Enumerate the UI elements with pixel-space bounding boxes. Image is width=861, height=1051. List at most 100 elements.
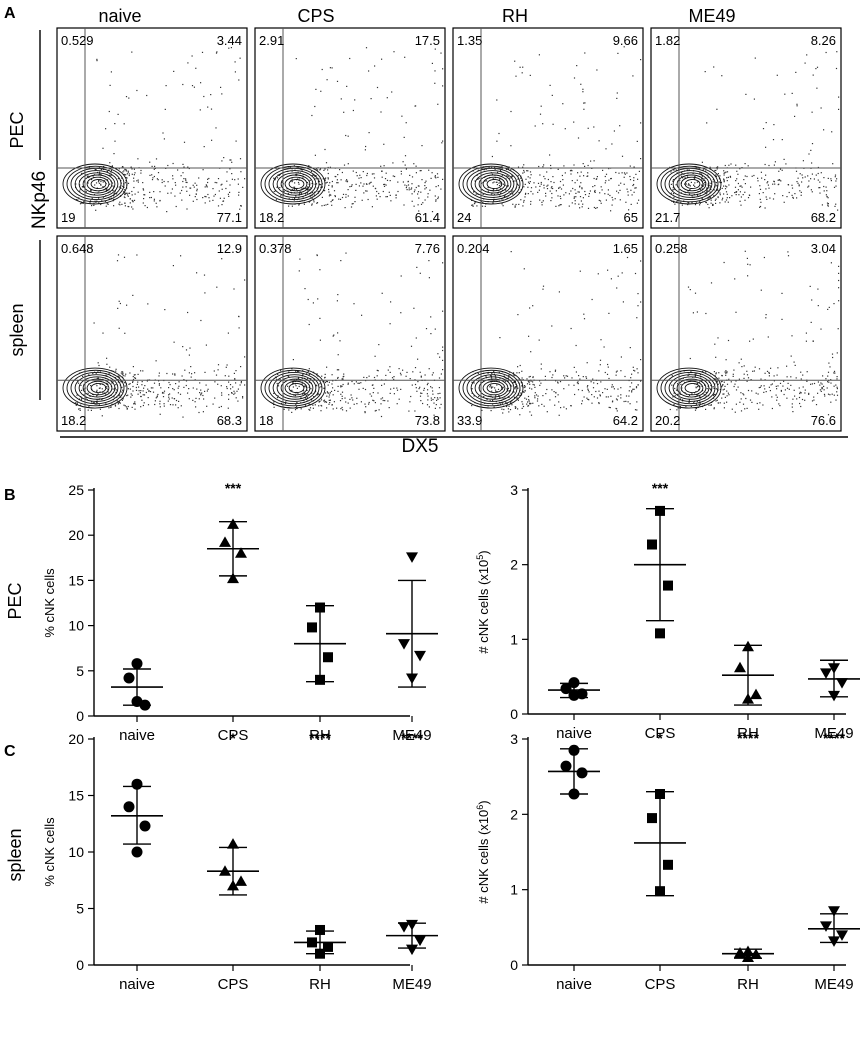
chart-c1-point-naive-3 — [139, 820, 151, 832]
chart-b2-point-ME49-2 — [820, 668, 832, 679]
chart-b1-series-RH — [294, 602, 346, 685]
flow-quadrant-lr-pec-me49: 68.2 — [811, 210, 836, 225]
chart-c1-series-ME49: **** — [386, 730, 438, 956]
flow-quadrant-ll-pec-naive: 19 — [61, 210, 75, 225]
chart-c1-point-ME49-2 — [398, 922, 410, 933]
chart-b1-point-ME49-2 — [398, 639, 410, 650]
flow-quadrant-ur-pec-me49: 8.26 — [811, 33, 836, 48]
chart-c2-significance-CPS: * — [657, 730, 663, 746]
chart-b1-point-RH-1 — [315, 602, 325, 613]
chart-b1-point-naive-1 — [131, 658, 143, 670]
flow-plot-spleen-naive: 0.648 12.9 18.2 68.3 — [56, 235, 248, 432]
chart-c1-point-CPS-3 — [235, 875, 247, 886]
chart-b1-point-ME49-1 — [406, 552, 418, 563]
chart-c2-ylabel-exponent: 6 — [475, 805, 485, 810]
flow-quadrant-ll-pec-rh: 24 — [457, 210, 471, 225]
chart-b2-point-naive-4 — [568, 689, 580, 701]
flow-col-title-cps: CPS — [297, 6, 334, 26]
chart-c1-point-ME49-3 — [414, 935, 426, 947]
chart-c1-point-RH-2 — [307, 937, 317, 948]
chart-b1-series-CPS: *** — [207, 480, 259, 584]
flow-plots: 0.529 3.44 19 77.1 2.91 17.5 18.2 61.4 1.35 9.66 2… — [56, 27, 842, 432]
chart-b1-category-label-naive: naive — [119, 727, 155, 744]
chart-b1-row-label: PEC — [5, 582, 25, 619]
flow-x-marker: DX5 — [402, 436, 439, 457]
chart-b1-point-CPS-3 — [235, 547, 247, 558]
chart-c2-point-RH-2 — [734, 946, 746, 958]
chart-b2-point-RH-3 — [750, 688, 762, 700]
flow-quadrant-ur-spleen-cps: 7.76 — [415, 241, 440, 256]
flow-events-spleen-me49 — [669, 250, 840, 416]
chart-c1-category-label-ME49: ME49 — [392, 976, 431, 993]
flow-plot-spleen-rh: 0.204 1.65 33.9 64.2 — [452, 235, 644, 432]
chart-b2-point-ME49-1 — [828, 663, 840, 674]
chart-b2-point-CPS-3 — [663, 580, 673, 591]
chart-c2-point-ME49-3 — [836, 930, 848, 941]
chart-c2-ylabel-end: ) — [476, 800, 491, 804]
chart-c1-significance-CPS: * — [230, 730, 236, 746]
chart-c1-row-label: spleen — [5, 828, 25, 881]
chart-b1-ytick-label-5: 5 — [76, 663, 84, 679]
chart-b1-point-RH-4 — [315, 674, 325, 685]
chart-c1-point-ME49-4 — [406, 944, 418, 956]
chart-b2-ylabel-text: # cNK cells (x10 — [476, 560, 491, 654]
chart-b2-point-RH-2 — [734, 661, 746, 673]
chart-b1-category-label-ME49: ME49 — [392, 727, 431, 744]
flow-quadrant-ll-spleen-naive: 18.2 — [61, 413, 86, 428]
chart-b2-ylabel-exponent: 5 — [475, 555, 485, 560]
chart-b1-point-naive-2 — [123, 672, 135, 684]
chart-b2-point-CPS-1 — [655, 505, 665, 516]
chart-b1-point-naive-4 — [131, 696, 143, 708]
chart-b1-point-RH-2 — [307, 622, 317, 633]
chart-c2-point-ME49-4 — [828, 936, 840, 947]
chart-c1-point-naive-4 — [131, 846, 143, 858]
flow-plot-spleen-cps: 0.378 7.76 18 73.8 — [254, 235, 446, 432]
flow-quadrant-ur-spleen-me49: 3.04 — [811, 241, 836, 256]
flow-row-label-spleen: spleen — [7, 303, 27, 356]
chart-b2-point-CPS-2 — [647, 539, 657, 550]
chart-b2-ytick-label-1: 1 — [510, 631, 518, 647]
flow-quadrant-ul-spleen-me49: 0.258 — [655, 241, 688, 256]
chart-c2-category-label-RH: RH — [737, 976, 759, 993]
chart-b2-category-label-ME49: ME49 — [814, 725, 853, 742]
chart-c2-category-label-CPS: CPS — [645, 976, 676, 993]
chart-b1-ytick-label-25: 25 — [68, 482, 84, 498]
chart-b2-ylabel-end: ) — [476, 550, 491, 554]
flow-frame-pec-rh — [452, 27, 644, 229]
chart-b1-ylabel: % cNK cells — [42, 568, 57, 638]
panel-letter-a: A — [4, 5, 16, 22]
chart-c1-significance-RH: **** — [309, 730, 331, 746]
chart-c1-point-RH-4 — [315, 948, 325, 959]
flow-frame-spleen-naive — [56, 235, 248, 432]
chart-c2-significance-ME49: **** — [823, 730, 845, 746]
chart-c1-point-RH-1 — [315, 924, 325, 935]
chart-c1-category-label-CPS: CPS — [218, 976, 249, 993]
flow-events-spleen-naive — [75, 254, 246, 418]
chart-c2-series-CPS: * — [634, 730, 686, 897]
flow-frame-spleen-cps — [254, 235, 446, 432]
flow-quadrant-lr-pec-naive: 77.1 — [217, 210, 242, 225]
flow-quadrant-ll-spleen-cps: 18 — [259, 413, 273, 428]
chart-c2-point-naive-3 — [576, 767, 588, 779]
chart-c1-point-CPS-4 — [227, 879, 239, 891]
flow-quadrant-lr-spleen-rh: 64.2 — [613, 413, 638, 428]
chart-b1-ytick-label-20: 20 — [68, 527, 84, 543]
chart-c1-point-CPS-1 — [227, 838, 239, 849]
chart-b1-point-CPS-1 — [227, 518, 239, 529]
flow-quadrant-ll-spleen-me49: 20.2 — [655, 413, 680, 428]
chart-b2-ytick-label-0: 0 — [510, 706, 518, 722]
flow-frame-pec-me49 — [650, 27, 842, 229]
chart-b2-series-CPS: *** — [634, 480, 686, 639]
chart-c2-series-naive — [548, 744, 600, 800]
flow-events-pec-rh — [471, 46, 642, 212]
chart-b1-point-ME49-4 — [406, 673, 418, 685]
chart-b1-point-CPS-4 — [227, 572, 239, 584]
chart-b1-series-naive — [111, 658, 163, 711]
flow-plot-pec-cps: 2.91 17.5 18.2 61.4 — [254, 27, 446, 229]
chart-c1-ylabel-text: % cNK cells — [42, 817, 57, 887]
panel-letter-b: B — [4, 487, 16, 504]
chart-c1-point-CPS-2 — [219, 865, 231, 876]
chart-b1-category-label-RH: RH — [309, 727, 331, 744]
flow-col-title-me49: ME49 — [688, 6, 735, 26]
